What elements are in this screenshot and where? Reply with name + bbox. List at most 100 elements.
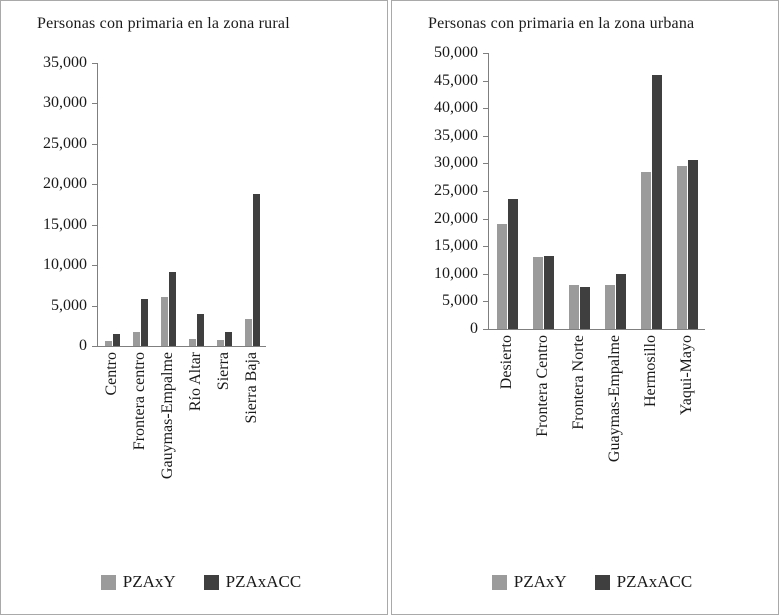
bar-pzaxacc xyxy=(168,271,176,346)
x-axis-label: Desierto xyxy=(497,335,515,390)
plot-area: 50,000 45,000 40,000 35,000 30,000 25,000 20,0… xyxy=(416,44,768,337)
x-axis-label: Frontera Norte xyxy=(569,335,587,430)
axis-tick-mark xyxy=(483,191,489,192)
legend-label: PZAxACC xyxy=(616,572,693,591)
bar-pzaxacc xyxy=(252,194,260,346)
bar-pzaxacc xyxy=(112,333,120,346)
bar-pzaxacc xyxy=(543,256,554,329)
bar-pzaxy xyxy=(160,296,168,346)
chart-title-urbana: Personas con primaria en la zona urbana xyxy=(428,15,695,32)
legend-label: PZAxACC xyxy=(225,572,302,591)
bar-pzaxacc xyxy=(196,313,204,346)
x-axis-label-cell: Hermosillo xyxy=(633,335,669,501)
axis-tick-mark xyxy=(92,184,98,186)
x-axis-label: Sierra xyxy=(214,352,232,391)
bar-pzaxacc xyxy=(687,159,698,329)
axis-tick-mark xyxy=(92,224,98,226)
x-axis-label: Yaqui-Mayo xyxy=(677,335,695,416)
bar-group xyxy=(154,63,182,346)
bar-pzaxy xyxy=(132,332,140,346)
legend-swatch-pzaxacc xyxy=(594,574,610,590)
x-axis-label-cell: Centro xyxy=(98,352,126,502)
legend-swatch-pzaxy xyxy=(491,574,507,590)
bar-group xyxy=(98,63,126,346)
plot-region xyxy=(92,63,266,347)
bar-group xyxy=(210,63,238,346)
bar-pzaxacc xyxy=(615,273,626,329)
axis-tick-mark xyxy=(483,163,489,165)
axis-tick-mark xyxy=(483,108,489,110)
bar-group xyxy=(238,63,266,346)
bar-group xyxy=(489,53,525,329)
x-axis-label: Hermosillo xyxy=(641,335,659,407)
bar-pzaxy xyxy=(104,341,112,346)
x-axis-label: Sierra Baja xyxy=(242,352,260,424)
x-axis-label-cell: Guaymas-Empalme xyxy=(597,335,633,501)
legend-item-pzaxy: PZAxY xyxy=(100,572,176,592)
bar-pzaxy xyxy=(676,166,687,329)
x-axis-label: Guaymas-Empalme xyxy=(605,335,623,463)
x-axis-label-cell: Frontera Norte xyxy=(561,335,597,501)
bar-pzaxy xyxy=(244,319,252,346)
axis-tick-mark xyxy=(483,135,489,137)
axis-tick-mark xyxy=(92,265,98,267)
axis-tick-mark xyxy=(483,246,489,248)
bar-pzaxacc xyxy=(507,199,518,329)
x-axis-label-cell: Frontera centro xyxy=(126,352,154,502)
axis-tick-mark xyxy=(483,218,489,220)
bar-pzaxy xyxy=(604,284,615,329)
bar-group xyxy=(561,53,597,329)
chart-panel-rural: Personas con primaria en la zona rural 3… xyxy=(0,0,388,615)
bar-group xyxy=(669,53,705,329)
bar-pzaxacc xyxy=(224,332,232,346)
legend-swatch-pzaxy xyxy=(100,574,116,590)
plot-region xyxy=(483,53,705,330)
x-axis-label: Gauymas-Empalme xyxy=(158,352,176,480)
legend-label: PZAxY xyxy=(513,572,567,591)
x-axis-label-cell: Yaqui-Mayo xyxy=(669,335,705,501)
bar-group xyxy=(525,53,561,329)
bar-pzaxy xyxy=(496,224,507,329)
legend: PZAxY PZAxACC xyxy=(416,572,768,592)
bar-pzaxacc xyxy=(579,286,590,329)
axis-tick-mark xyxy=(92,346,98,347)
x-axis-label-cell: Sierra xyxy=(210,352,238,502)
bar-pzaxy xyxy=(188,338,196,346)
axis-tick-mark xyxy=(92,63,98,64)
bar-pzaxy xyxy=(640,171,651,329)
axis-tick-mark xyxy=(483,301,489,303)
bar-pzaxacc xyxy=(651,75,662,329)
axis-tick-mark xyxy=(92,103,98,105)
legend-label: PZAxY xyxy=(122,572,176,591)
x-axis-labels: Centro Frontera centro Gauymas-Empalme Río … xyxy=(98,352,266,502)
axis-tick-mark xyxy=(483,329,489,330)
bar-pzaxy xyxy=(568,284,579,329)
x-axis-label-cell: Frontera Centro xyxy=(525,335,561,501)
legend-item-pzaxacc: PZAxACC xyxy=(203,572,302,592)
bar-chart-rural: 35,000 30,000 25,000 20,000 15,000 10,000 5,00… xyxy=(25,33,377,600)
axis-tick-mark xyxy=(483,273,489,275)
x-axis-label: Frontera centro xyxy=(130,352,148,451)
bar-chart-urbana: 50,000 45,000 40,000 35,000 30,000 25,000 20,0… xyxy=(416,33,768,600)
chart-panel-urbana: Personas con primaria en la zona urbana … xyxy=(391,0,779,615)
bar-pzaxy xyxy=(216,339,224,346)
x-axis-label: Frontera Centro xyxy=(533,335,551,437)
bar-pzaxacc xyxy=(140,299,148,346)
x-axis-label-cell: Río Altar xyxy=(182,352,210,502)
legend-item-pzaxy: PZAxY xyxy=(491,572,567,592)
x-axis-label: Centro xyxy=(102,352,120,396)
axis-tick-mark xyxy=(483,53,489,54)
legend-swatch-pzaxacc xyxy=(203,574,219,590)
x-axis-label-cell: Sierra Baja xyxy=(238,352,266,502)
x-axis-labels: Desierto Frontera Centro Frontera Norte Gua… xyxy=(489,335,705,501)
axis-tick-mark xyxy=(483,80,489,82)
axis-tick-mark xyxy=(92,143,98,145)
bar-group xyxy=(182,63,210,346)
legend-item-pzaxacc: PZAxACC xyxy=(594,572,693,592)
y-axis: 50,000 45,000 40,000 35,000 30,000 25,000 20,0… xyxy=(434,44,478,337)
legend: PZAxY PZAxACC xyxy=(25,572,377,592)
bar-pzaxy xyxy=(532,257,543,329)
x-axis-label-cell: Gauymas-Empalme xyxy=(154,352,182,502)
y-axis: 35,000 30,000 25,000 20,000 15,000 10,000 5,00… xyxy=(43,54,87,354)
